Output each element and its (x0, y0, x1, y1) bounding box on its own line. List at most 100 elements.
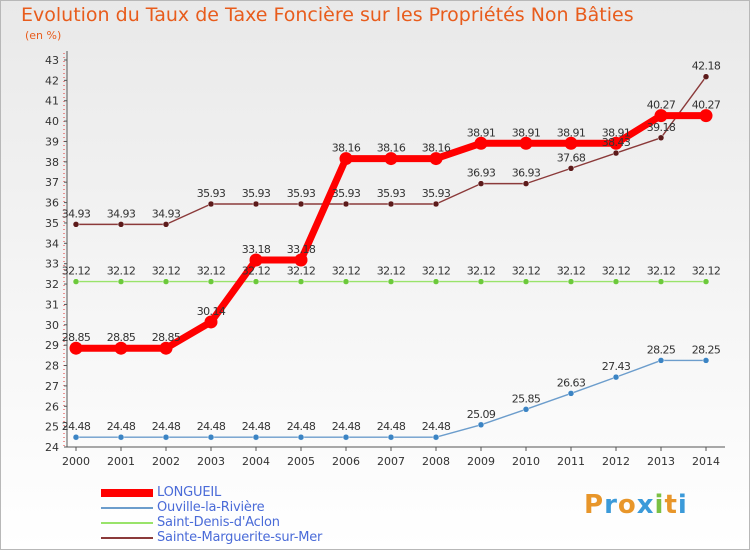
series-point (294, 253, 308, 267)
y-tick-label: 31 (45, 298, 59, 311)
legend-swatch (101, 521, 153, 524)
legend-item: Saint-Denis-d'Aclon (101, 515, 322, 530)
x-tick-label: 2008 (422, 455, 450, 468)
chart-title: Evolution du Taux de Taxe Foncière sur l… (21, 4, 634, 26)
series-point (612, 149, 620, 157)
x-tick-label: 2009 (467, 455, 495, 468)
series-point (609, 136, 623, 150)
y-tick-label: 37 (45, 176, 59, 189)
series-point (252, 278, 260, 285)
data-label: 32.12 (557, 265, 586, 278)
series-point (477, 278, 485, 285)
series-point (477, 421, 485, 429)
data-label: 27.43 (602, 360, 631, 373)
y-tick-label: 28 (45, 360, 59, 373)
logo-letter: r (604, 490, 618, 520)
x-tick-label: 2012 (602, 455, 630, 468)
data-label: 38.16 (377, 142, 406, 155)
series-point (297, 433, 305, 441)
series-point (564, 136, 578, 150)
legend-label: Ouville-la-Rivière (157, 500, 265, 515)
data-label: 40.27 (647, 99, 676, 112)
x-tick-label: 2005 (287, 455, 315, 468)
data-label: 26.63 (557, 376, 586, 389)
data-label: 32.12 (242, 265, 271, 278)
y-tick-label: 34 (45, 237, 59, 250)
data-label: 28.85 (107, 331, 136, 344)
series-point (72, 278, 80, 285)
x-tick-label: 2002 (152, 455, 180, 468)
series-point (207, 433, 215, 441)
legend-item: LONGUEIL (101, 485, 322, 500)
data-label: 28.85 (62, 331, 91, 344)
data-label: 25.09 (467, 408, 496, 421)
series-point (432, 200, 440, 208)
series-point (612, 278, 620, 285)
legend-item: Ouville-la-Rivière (101, 500, 322, 515)
proxiti-logo: Proxiti (584, 490, 688, 520)
y-tick-label: 25 (45, 421, 59, 434)
data-label: 34.93 (62, 207, 91, 220)
data-label: 40.27 (692, 99, 721, 112)
series-point (159, 341, 173, 355)
y-tick-label: 36 (45, 197, 59, 210)
series-point (249, 253, 263, 267)
y-axis-unit: (en %) (25, 29, 62, 42)
y-tick-label: 33 (45, 258, 59, 271)
x-tick-label: 2010 (512, 455, 540, 468)
y-tick-label: 39 (45, 135, 59, 148)
series-point (432, 433, 440, 441)
x-tick-label: 2000 (62, 455, 90, 468)
series-point (252, 433, 260, 441)
data-label: 38.91 (557, 126, 586, 139)
series-point (384, 152, 398, 166)
y-tick-label: 41 (45, 95, 59, 108)
series-point (342, 200, 350, 208)
data-label: 32.12 (422, 265, 451, 278)
series-point (207, 200, 215, 208)
series-point (207, 278, 215, 285)
data-label: 35.93 (197, 187, 226, 200)
logo-letter: P (584, 490, 605, 520)
data-label: 32.12 (62, 265, 91, 278)
y-tick-label: 32 (45, 278, 59, 291)
series-point (162, 221, 170, 228)
data-label: 33.18 (287, 243, 316, 256)
data-label: 24.48 (197, 420, 226, 433)
data-label: 36.93 (467, 167, 496, 180)
series-point (702, 357, 710, 364)
data-label: 32.12 (692, 265, 721, 278)
series-point (297, 278, 305, 285)
logo-letter: i (677, 490, 688, 520)
data-label: 32.12 (467, 265, 496, 278)
data-label: 24.48 (152, 420, 181, 433)
series-point (702, 278, 710, 285)
series-point (474, 136, 488, 150)
logo-letter: x (636, 490, 655, 520)
data-label: 24.48 (287, 420, 316, 433)
series-point (429, 152, 443, 166)
data-label: 28.25 (692, 343, 721, 356)
series-point (117, 433, 125, 441)
y-tick-label: 42 (45, 74, 59, 87)
data-label: 38.16 (332, 142, 361, 155)
data-label: 32.12 (152, 265, 181, 278)
series-point (69, 341, 83, 355)
x-tick-label: 2007 (377, 455, 405, 468)
data-label: 35.93 (242, 187, 271, 200)
data-label: 32.12 (197, 265, 226, 278)
legend: LONGUEIL Ouville-la-Rivière Saint-Denis-d'… (101, 485, 322, 545)
data-label: 38.91 (512, 126, 541, 139)
x-tick-label: 2011 (557, 455, 585, 468)
series-point (519, 136, 533, 150)
logo-letter: t (664, 490, 678, 520)
logo-letter: i (654, 490, 665, 520)
data-label: 28.85 (152, 331, 181, 344)
series-point (117, 221, 125, 228)
data-label: 36.93 (512, 167, 541, 180)
series-point (567, 390, 575, 397)
legend-swatch (101, 506, 153, 509)
series-point (567, 278, 575, 285)
